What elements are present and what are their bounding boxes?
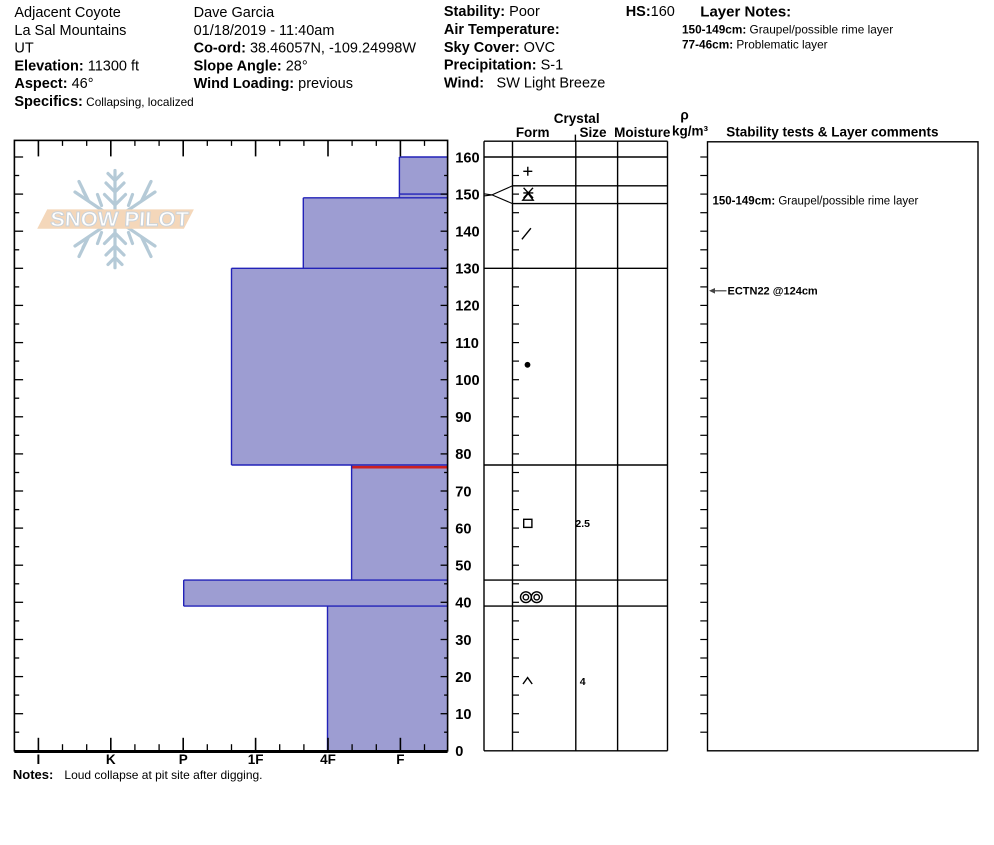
svg-text:4F: 4F xyxy=(320,752,336,767)
svg-text:140: 140 xyxy=(455,225,479,241)
svg-text:70: 70 xyxy=(455,484,471,500)
svg-text:2.5: 2.5 xyxy=(575,518,590,530)
svg-text:ρ: ρ xyxy=(680,107,688,122)
svg-text:Dave Garcia: Dave Garcia xyxy=(194,5,276,21)
svg-text:0: 0 xyxy=(455,744,463,760)
svg-text:SNOW PILOT: SNOW PILOT xyxy=(50,208,190,231)
svg-text:Layer Notes:: Layer Notes: xyxy=(700,4,791,21)
svg-text:Wind Loading: previous: Wind Loading: previous xyxy=(194,76,353,92)
svg-text:K: K xyxy=(106,752,116,767)
svg-text:Wind: SW Light Breeze: Wind: SW Light Breeze xyxy=(444,75,605,91)
svg-text:Size: Size xyxy=(579,125,607,140)
svg-text:Stability tests & Layer commen: Stability tests & Layer comments xyxy=(726,125,938,140)
svg-text:Notes:: Notes: xyxy=(13,767,53,782)
svg-text:Crystal: Crystal xyxy=(554,111,600,126)
svg-text:ECTN22 @124cm: ECTN22 @124cm xyxy=(728,286,818,298)
svg-text:La Sal Mountains: La Sal Mountains xyxy=(14,23,126,39)
svg-text:120: 120 xyxy=(455,299,479,315)
svg-text:60: 60 xyxy=(455,521,471,537)
svg-text:Slope Angle: 28°: Slope Angle: 28° xyxy=(194,58,308,74)
svg-text:I: I xyxy=(37,752,41,767)
svg-text:Stability: Poor: Stability: Poor xyxy=(444,4,540,20)
svg-text:Precipitation: S-1: Precipitation: S-1 xyxy=(444,58,563,74)
svg-text:Co-ord: 38.46057N, -109.24998W: Co-ord: 38.46057N, -109.24998W xyxy=(194,41,417,57)
svg-text:Loud collapse at pit site afte: Loud collapse at pit site after digging. xyxy=(64,768,262,782)
svg-text:HS:160: HS:160 xyxy=(626,4,675,20)
svg-text:1F: 1F xyxy=(248,752,264,767)
svg-text:P: P xyxy=(179,752,188,767)
svg-text:50: 50 xyxy=(455,559,471,575)
svg-text:Sky Cover: OVC: Sky Cover: OVC xyxy=(444,40,555,56)
svg-text:90: 90 xyxy=(455,410,471,426)
svg-text:30: 30 xyxy=(455,633,471,649)
svg-text:80: 80 xyxy=(455,447,471,463)
svg-text:Adjacent Coyote: Adjacent Coyote xyxy=(14,5,120,21)
svg-text:110: 110 xyxy=(455,336,479,352)
svg-text:Air Temperature:: Air Temperature: xyxy=(444,22,560,38)
svg-text:kg/m³: kg/m³ xyxy=(672,123,709,138)
svg-text:10: 10 xyxy=(455,707,471,723)
svg-text:01/18/2019 - 11:40am: 01/18/2019 - 11:40am xyxy=(194,23,335,39)
svg-text:Moisture: Moisture xyxy=(614,125,671,140)
svg-text:4: 4 xyxy=(580,676,586,688)
svg-text:Elevation: 11300 ft: Elevation: 11300 ft xyxy=(14,58,139,74)
svg-text:Specifics: Collapsing, localiz: Specifics: Collapsing, localized xyxy=(14,94,193,110)
svg-text:77-46cm: Problematic layer: 77-46cm: Problematic layer xyxy=(682,37,828,51)
svg-text:160: 160 xyxy=(455,150,479,166)
svg-text:F: F xyxy=(396,752,404,767)
svg-text:UT: UT xyxy=(14,41,33,57)
svg-text:40: 40 xyxy=(455,596,471,612)
svg-text:20: 20 xyxy=(455,670,471,686)
svg-text:150: 150 xyxy=(455,187,479,203)
svg-text:Form: Form xyxy=(516,125,550,140)
svg-text:100: 100 xyxy=(455,373,479,389)
svg-text:150-149cm: Graupel/possible ri: 150-149cm: Graupel/possible rime layer xyxy=(713,196,919,208)
svg-text:130: 130 xyxy=(455,262,479,278)
svg-text:150-149cm: Graupel/possible ri: 150-149cm: Graupel/possible rime layer xyxy=(682,23,893,37)
svg-text:Aspect: 46°: Aspect: 46° xyxy=(14,76,93,92)
